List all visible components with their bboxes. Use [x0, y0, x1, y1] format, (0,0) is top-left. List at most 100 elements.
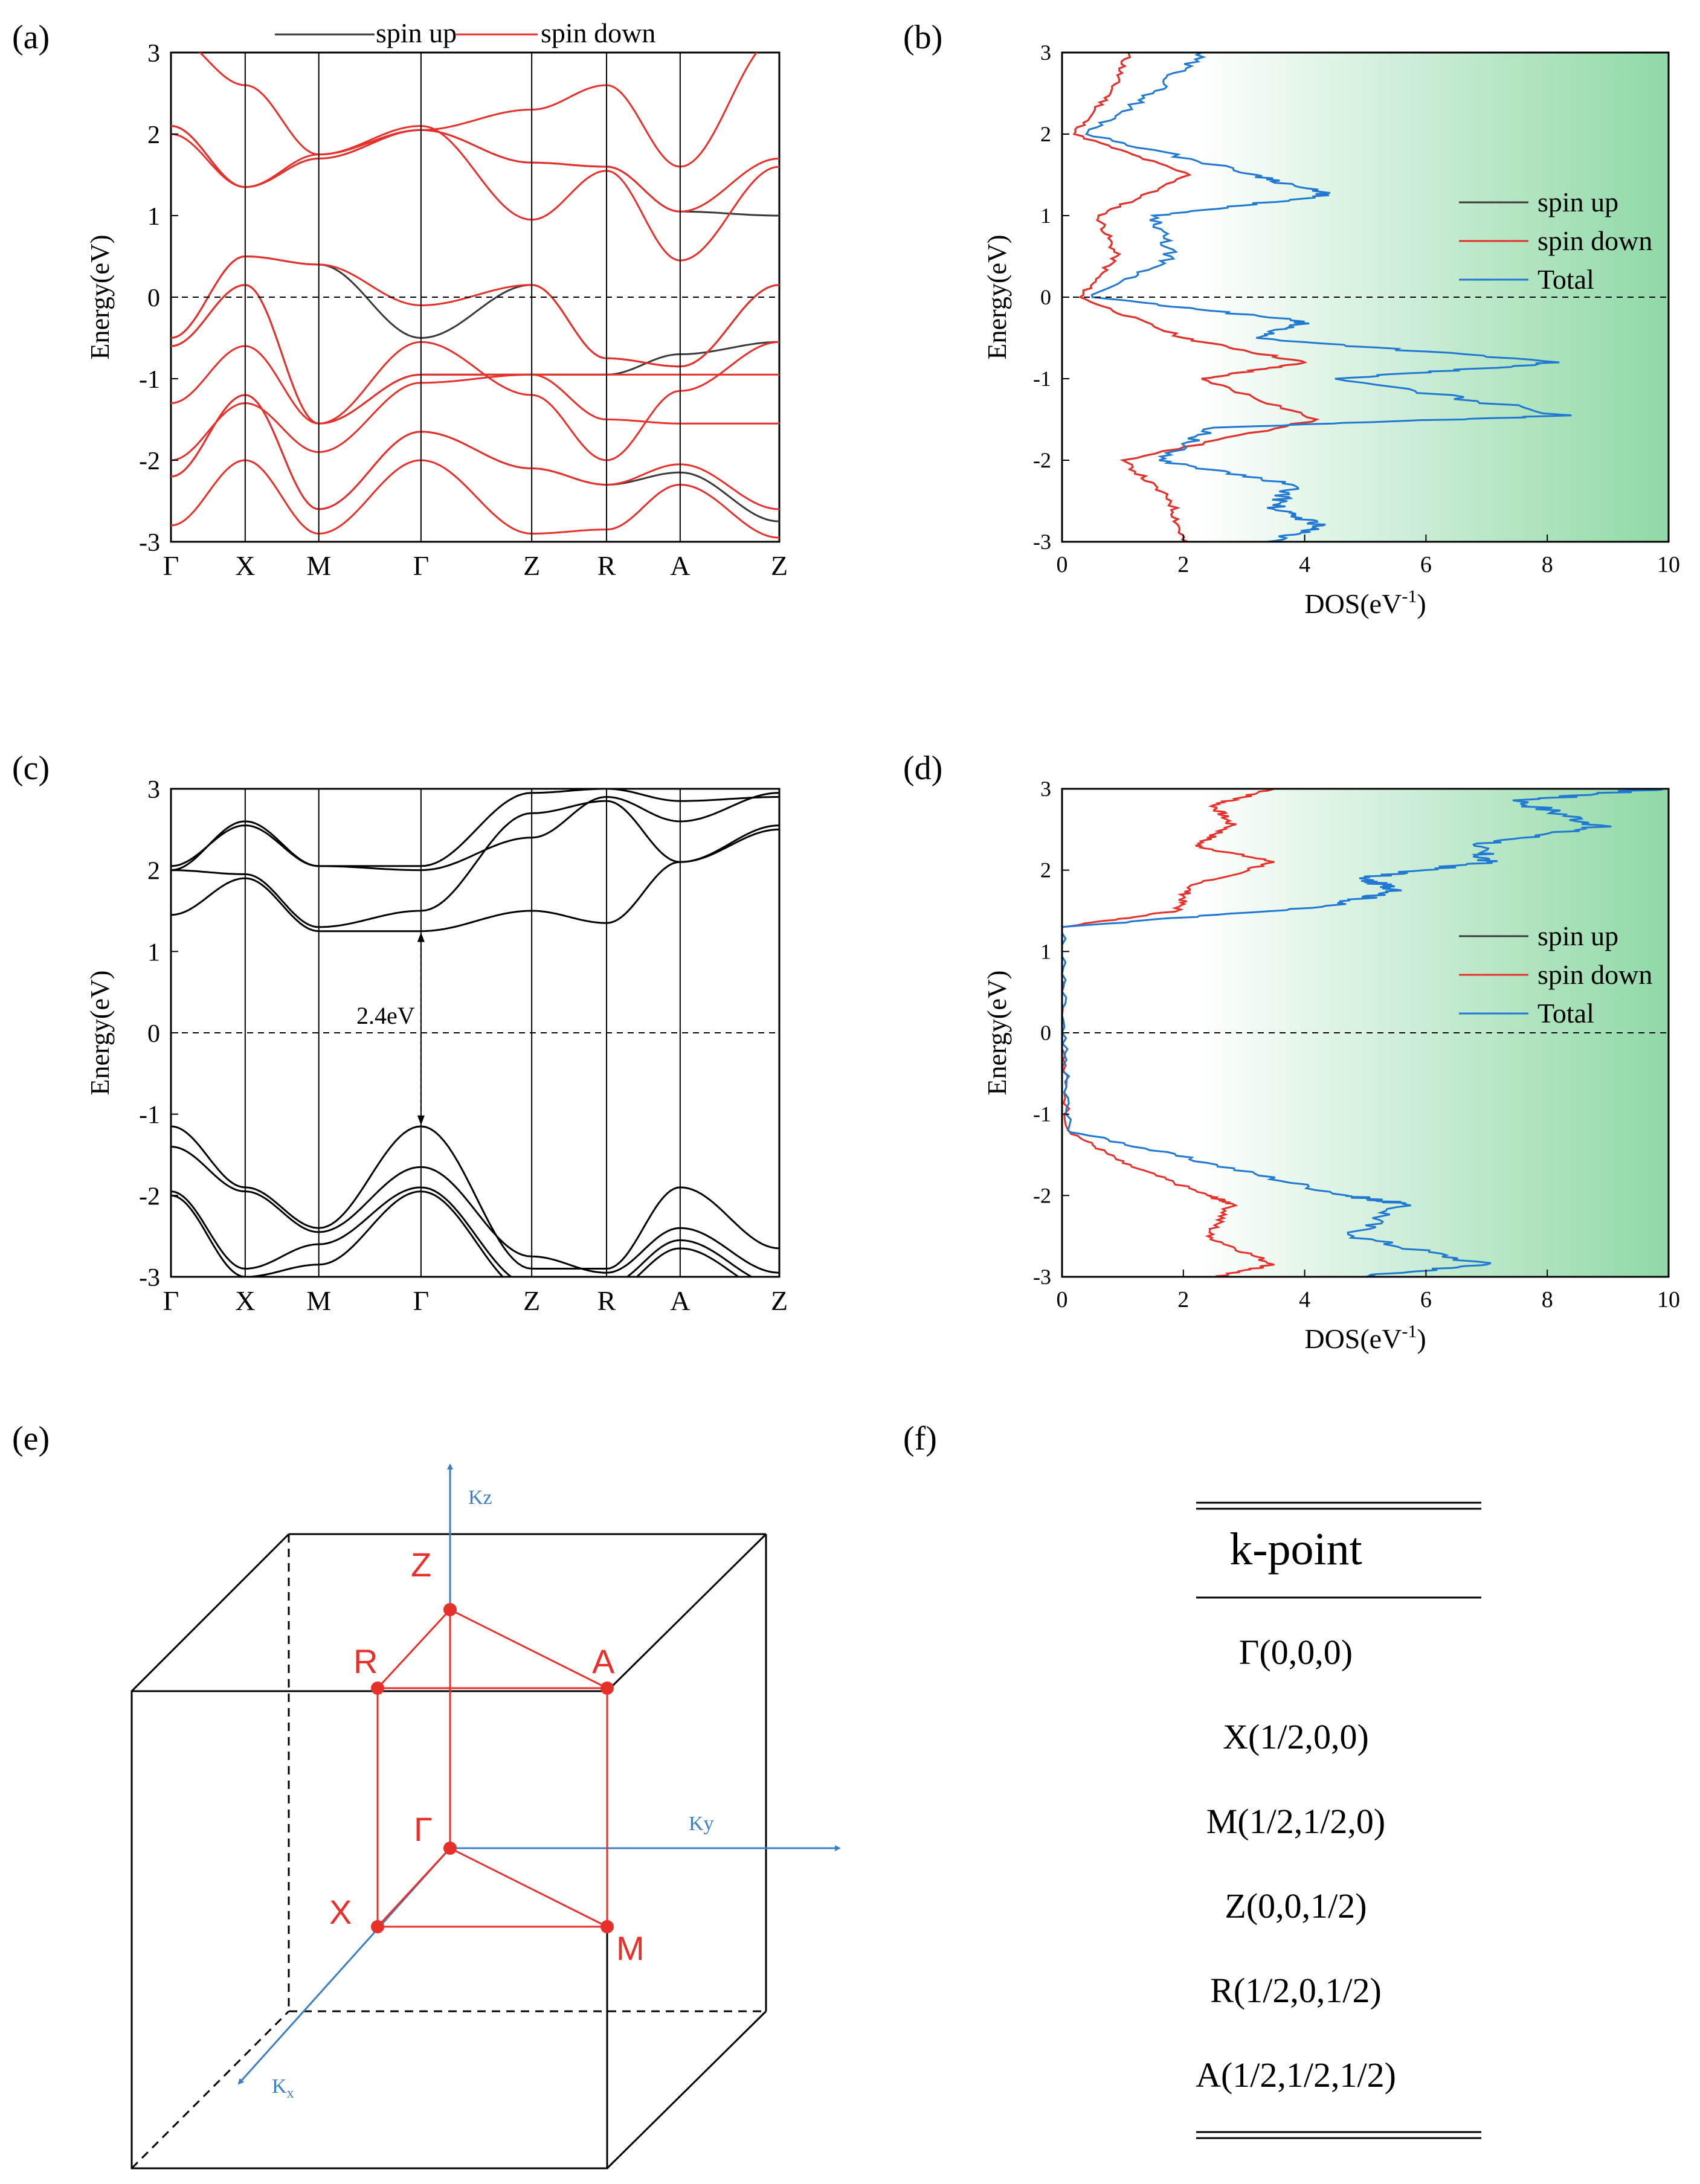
edge-gamma-x [376, 1847, 451, 1928]
band [171, 800, 779, 928]
panel-label-e: (e) [12, 1420, 50, 1457]
kpath-label: M [306, 550, 331, 581]
kx-label: Kx [272, 2075, 294, 2101]
ytick-label: -3 [1033, 530, 1051, 554]
ytick-label: 1 [147, 939, 160, 966]
cube-front-face [130, 1690, 608, 2170]
kpath-label: Z [771, 550, 788, 581]
kpath-label: A [670, 550, 690, 581]
legend-text-total-d: Total [1537, 998, 1594, 1029]
point-gamma [443, 1842, 457, 1855]
ytick-label: -3 [139, 1264, 160, 1292]
xticks-b: 0 2 4 6 8 10 [1057, 535, 1680, 577]
edge-z-a [449, 1608, 608, 1689]
ytick-label: 3 [1040, 40, 1051, 65]
table-row-z: Z(0,0,1/2) [1225, 1886, 1367, 1925]
band-spin-down [171, 124, 779, 262]
band-spin-down [198, 53, 758, 168]
kpoint-lines-c [244, 789, 681, 1277]
band-spin-down [171, 255, 779, 368]
band [171, 792, 779, 872]
legend-a: spin up spin down [275, 18, 655, 48]
kpath-label: Γ [413, 550, 430, 581]
high-symmetry-points [371, 1603, 614, 1933]
ytick-label: 0 [1040, 1021, 1051, 1045]
xtick-label: 8 [1542, 552, 1553, 577]
legend-text-spin-down-a: spin down [541, 18, 655, 48]
ytick-label: -1 [1033, 1102, 1051, 1126]
yticks-a: 3 2 1 0 -1 -2 -3 [139, 40, 178, 557]
edge-gamma-m [449, 1847, 608, 1928]
legend-text-spin-up-d: spin up [1537, 920, 1618, 951]
band [171, 1186, 754, 1277]
band [171, 828, 779, 933]
ytick-label: 3 [147, 40, 160, 68]
panel-label-a: (a) [12, 19, 50, 56]
gap-arrowhead-bottom-c [417, 1115, 425, 1125]
label-m: M [616, 1929, 645, 1967]
dos-curves-b [1072, 53, 1572, 542]
band-spin-up [171, 255, 779, 368]
ytick-label: 0 [147, 284, 160, 312]
legend-d: spin up spin down Total [1459, 920, 1652, 1029]
ytick-label: -2 [1033, 448, 1051, 472]
legend-text-spin-up-b: spin up [1537, 187, 1618, 217]
xtick-label: 4 [1299, 552, 1310, 577]
dos-curves-d [1062, 789, 1663, 1277]
xtick-label: 10 [1657, 1287, 1680, 1312]
band-spin-down [171, 459, 779, 539]
point-x [371, 1920, 384, 1933]
bz-cube [130, 1533, 767, 2170]
yticks-d: 3 2 1 0 -1 -2 -3 [1033, 777, 1069, 1289]
dos-total [1062, 789, 1663, 1277]
label-a: A [592, 1642, 615, 1680]
ytick-label: -1 [1033, 367, 1051, 391]
kpath-label: X [235, 1285, 255, 1316]
kpath-label: Γ [163, 1285, 179, 1316]
table-row-x: X(1/2,0,0) [1223, 1717, 1369, 1756]
cube-edge-tr [606, 1533, 767, 1692]
point-labels: Z R A Γ X M [329, 1546, 645, 1967]
bands-c [171, 789, 779, 1277]
ytick-label: 2 [147, 858, 160, 885]
band-structure-c: 2.4eV 3 2 1 0 -1 -2 -3 Γ X M Γ Z R A Z Energy(eV) [85, 776, 788, 1316]
xtick-label: 6 [1420, 552, 1432, 577]
cube-edge-br [606, 2010, 767, 2170]
band-spin-down [171, 284, 779, 425]
ylabel-d: Energy(eV) [982, 971, 1012, 1096]
table-row-r: R(1/2,0,1/2) [1210, 1971, 1382, 2010]
ytick-label: 1 [1040, 204, 1051, 228]
ytick-label: 2 [1040, 122, 1051, 146]
label-r: R [353, 1642, 378, 1680]
kpath-label: Z [771, 1285, 788, 1316]
band-structure-a: 3 2 1 0 -1 -2 -3 Γ X M Γ Z R A Z Energy(eV) spin up s… [85, 18, 788, 581]
legend-b: spin up spin down Total [1459, 187, 1652, 295]
ytick-label: 0 [1040, 285, 1051, 309]
legend-text-spin-up-a: spin up [376, 18, 457, 48]
ytick-label: -3 [1033, 1265, 1051, 1289]
table-header: k-point [1229, 1524, 1362, 1575]
ytick-label: 2 [147, 121, 160, 149]
band-spin-down [171, 341, 779, 461]
xtick-label: 10 [1657, 552, 1680, 577]
xtick-label: 0 [1057, 1287, 1068, 1312]
ylabel-a: Energy(eV) [85, 235, 115, 360]
xtick-label: 8 [1542, 1287, 1553, 1312]
xtick-label: 2 [1177, 552, 1189, 577]
ky-label: Ky [689, 1813, 714, 1835]
panel-label-b: (b) [903, 19, 942, 56]
panel-label-c: (c) [12, 750, 50, 787]
band [171, 789, 779, 867]
ytick-label: -2 [1033, 1183, 1051, 1207]
band [171, 1190, 741, 1277]
label-gamma: Γ [414, 1810, 433, 1848]
xtick-label: 0 [1057, 552, 1068, 577]
ytick-label: -3 [139, 529, 160, 557]
k-axes [237, 1463, 841, 2085]
table-row-m: M(1/2,1/2,0) [1206, 1802, 1385, 1841]
ylabel-b: Energy(eV) [982, 235, 1012, 360]
dos-spin-down [1062, 789, 1275, 1277]
ytick-label: 3 [147, 776, 160, 804]
